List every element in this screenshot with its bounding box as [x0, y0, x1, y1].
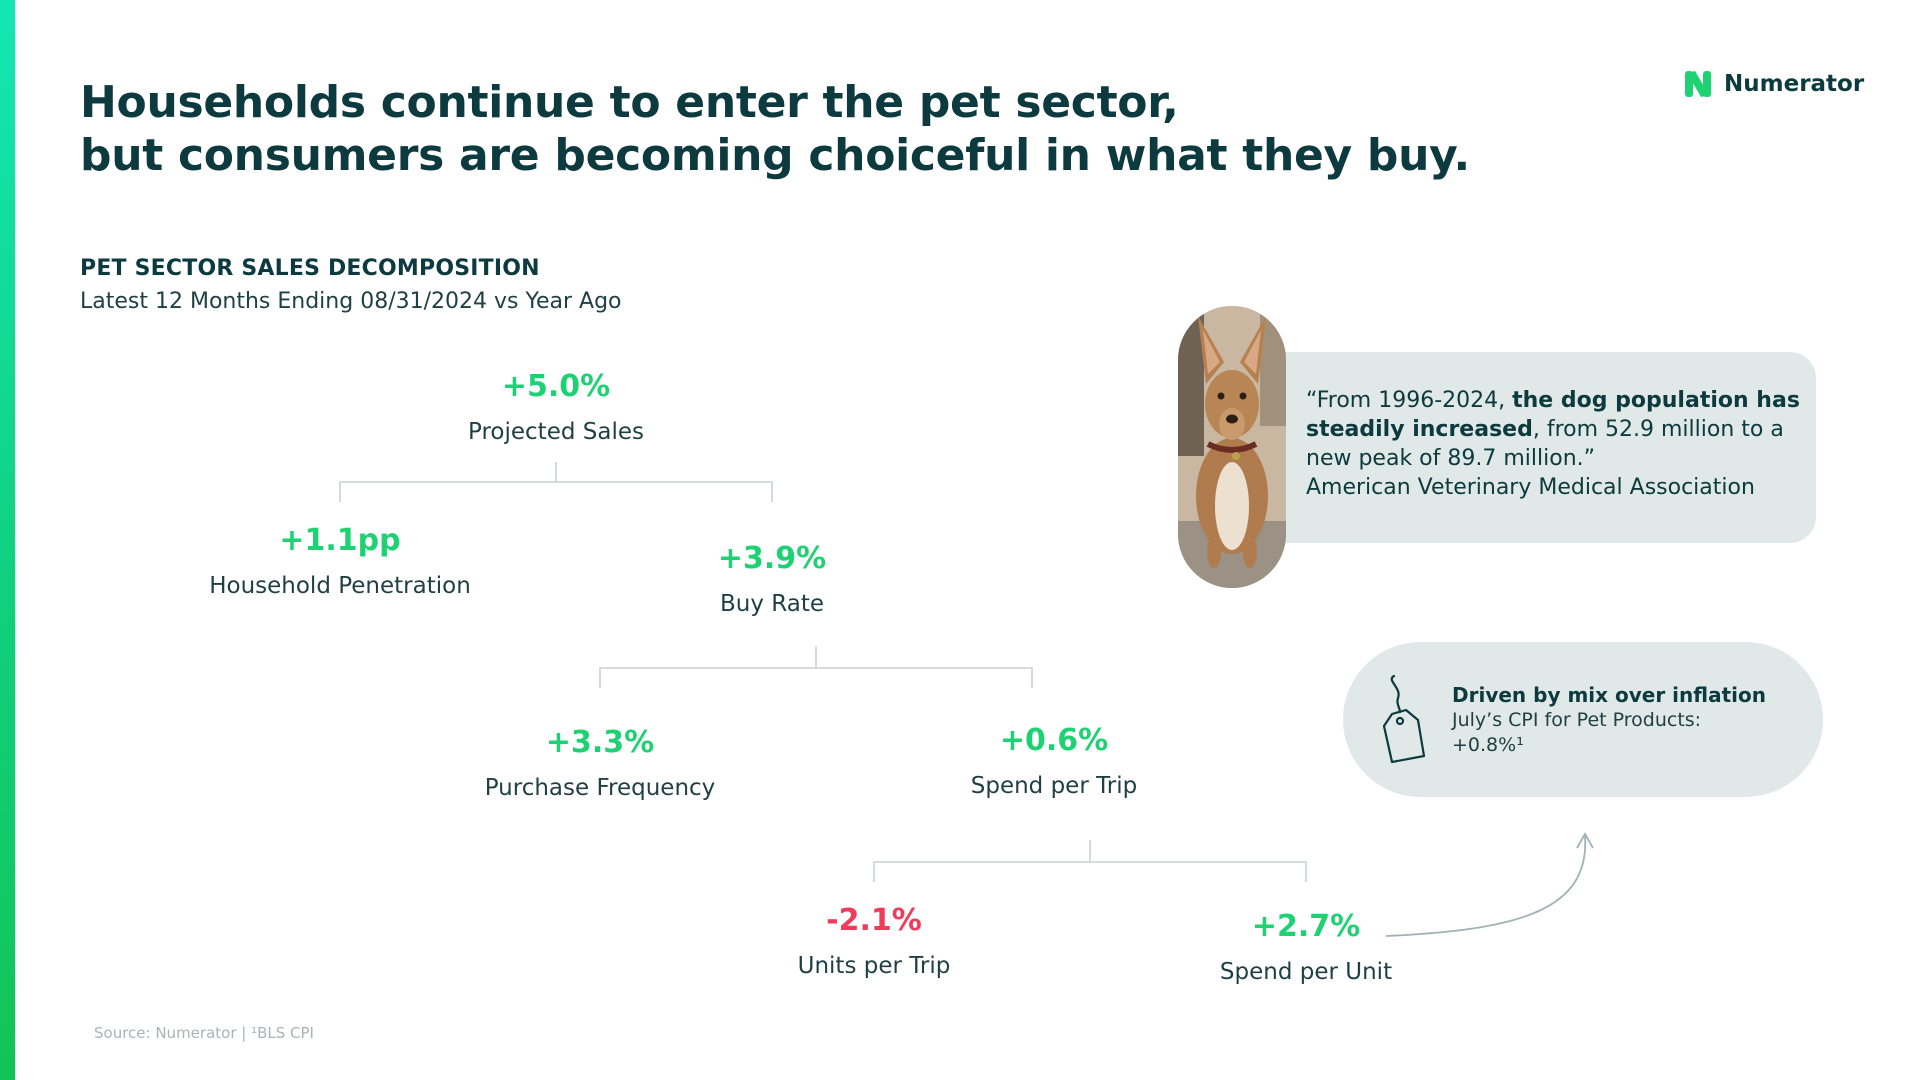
quote-card	[1282, 352, 1816, 543]
quote-rest: , from 52.9 million to a new peak of 89.…	[1306, 417, 1784, 471]
quote-bold: the dog population has steadily increase…	[1306, 388, 1800, 442]
dog-illustration	[1178, 306, 1286, 588]
numerator-n-logo-icon	[1685, 71, 1711, 97]
mix-arrow-line	[1385, 835, 1587, 937]
household-penetration-value: +1.1pp	[279, 523, 401, 558]
projected-sales-label: Projected Sales	[468, 419, 644, 445]
node-purchase-frequency: +3.3% Purchase Frequency	[430, 726, 770, 802]
logo-text: Numerator	[1724, 71, 1865, 97]
quote-text: “From 1996-2024, the dog population has …	[1306, 386, 1806, 502]
section-subtitle: Latest 12 Months Ending 08/31/2024 vs Ye…	[80, 289, 622, 314]
source-footnote: Source: Numerator | ¹BLS CPI	[94, 1024, 314, 1042]
node-units-per-trip: -2.1% Units per Trip	[704, 904, 1044, 980]
numerator-logo: Numerator	[1684, 70, 1864, 98]
spend-per-trip-value: +0.6%	[999, 723, 1109, 758]
title-line-1: Households continue to enter the pet sec…	[80, 77, 1179, 128]
spend-per-unit-value: +2.7%	[1251, 909, 1361, 944]
cpi-line-2: +0.8%¹	[1452, 734, 1524, 756]
buy-rate-label: Buy Rate	[719, 591, 825, 617]
node-projected-sales: +5.0% Projected Sales	[386, 370, 726, 446]
cpi-text: Driven by mix over inflation July’s CPI …	[1452, 682, 1782, 758]
buy-rate-value: +3.9%	[717, 541, 827, 576]
connector-projected-sales	[339, 462, 773, 502]
title-line-2: but consumers are becoming choiceful in …	[80, 130, 1470, 181]
node-buy-rate: +3.9% Buy Rate	[602, 542, 942, 618]
dog-photo	[1178, 306, 1286, 588]
page-title: Households continue to enter the pet sec…	[80, 76, 1470, 182]
cpi-title: Driven by mix over inflation	[1452, 683, 1766, 707]
purchase-frequency-value: +3.3%	[545, 725, 655, 760]
purchase-frequency-label: Purchase Frequency	[484, 775, 716, 801]
connector-spend-per-trip	[873, 840, 1307, 882]
spend-per-unit-label: Spend per Unit	[1219, 959, 1393, 985]
units-per-trip-label: Units per Trip	[797, 953, 951, 979]
price-tag-icon	[1382, 674, 1426, 764]
quote-open: “From 1996-2024,	[1306, 388, 1513, 413]
node-household-penetration: +1.1pp Household Penetration	[170, 524, 510, 600]
cpi-line-1: July’s CPI for Pet Products:	[1452, 709, 1702, 731]
section-header: PET SECTOR SALES DECOMPOSITION Latest 12…	[80, 256, 622, 314]
node-spend-per-trip: +0.6% Spend per Trip	[884, 724, 1224, 800]
cpi-callout	[1343, 642, 1823, 797]
projected-sales-value: +5.0%	[501, 369, 611, 404]
quote-attribution: American Veterinary Medical Association	[1306, 475, 1755, 500]
node-spend-per-unit: +2.7% Spend per Unit	[1136, 910, 1476, 986]
accent-bar	[0, 0, 15, 1080]
section-title: PET SECTOR SALES DECOMPOSITION	[80, 256, 540, 281]
household-penetration-label: Household Penetration	[209, 573, 471, 599]
mix-arrow-head	[1576, 832, 1594, 849]
connector-buy-rate	[599, 646, 1033, 688]
spend-per-trip-label: Spend per Trip	[970, 773, 1138, 799]
units-per-trip-value: -2.1%	[826, 903, 922, 938]
